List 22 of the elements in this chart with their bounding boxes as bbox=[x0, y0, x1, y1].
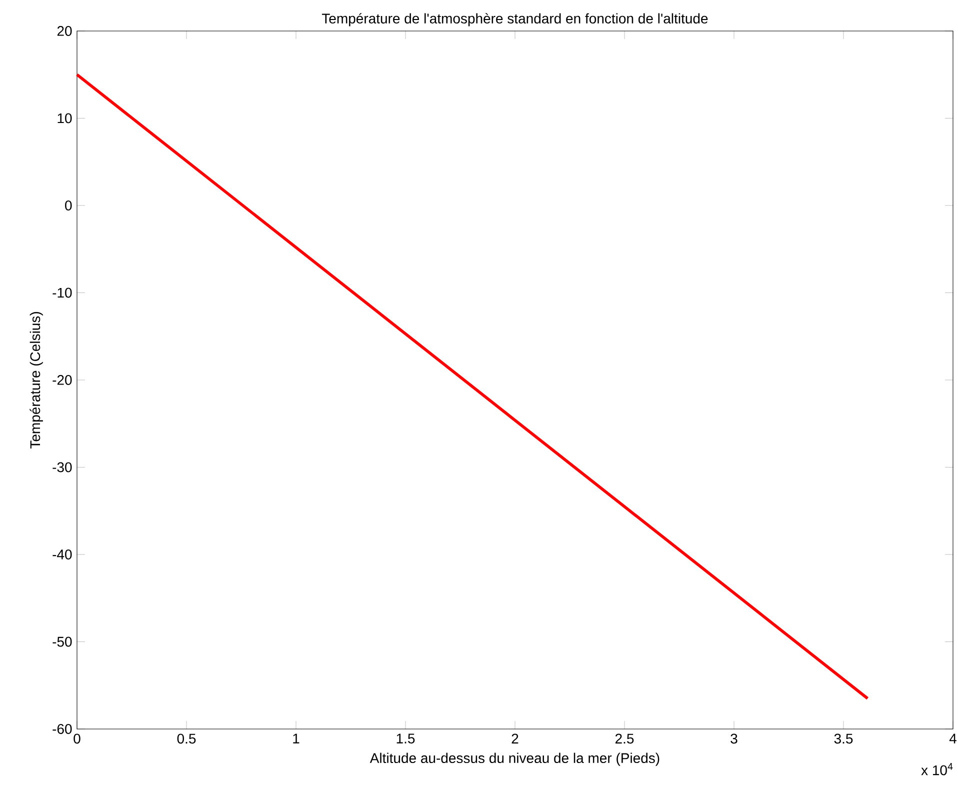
y-tick-label: -20 bbox=[52, 375, 72, 385]
y-tick-label: -30 bbox=[52, 462, 72, 472]
y-tick-label: -50 bbox=[52, 636, 72, 647]
x-tick-label: 3.5 bbox=[834, 734, 853, 744]
x-tick-label: 1.5 bbox=[396, 734, 415, 744]
x-tick-label: 2 bbox=[512, 734, 518, 744]
x-tick-label: 4 bbox=[949, 734, 956, 744]
y-tick-label: -10 bbox=[52, 288, 72, 298]
chart-title: Température de l'atmosphère standard en fonction de l'altitude bbox=[322, 13, 708, 26]
x-tick-label: 0.5 bbox=[177, 734, 196, 744]
y-tick-label: 20 bbox=[57, 26, 72, 36]
x-tick-label: 0 bbox=[74, 734, 80, 744]
y-axis-title: Température (Celsius) bbox=[30, 312, 43, 449]
x-axis-title: Altitude au-dessus du niveau de la mer (Pieds) bbox=[370, 752, 660, 766]
text: x 10$^{4}$ bbox=[921, 763, 953, 776]
x-tick-label: 3 bbox=[730, 734, 738, 744]
y-tick-label: 0 bbox=[65, 200, 72, 210]
y-tick-label: -60 bbox=[52, 724, 72, 734]
y-tick-label: 10 bbox=[58, 113, 72, 124]
y-tick-label: -40 bbox=[52, 550, 72, 560]
x-tick-label: 1 bbox=[293, 734, 300, 744]
x-tick-label: 2.5 bbox=[615, 734, 634, 744]
